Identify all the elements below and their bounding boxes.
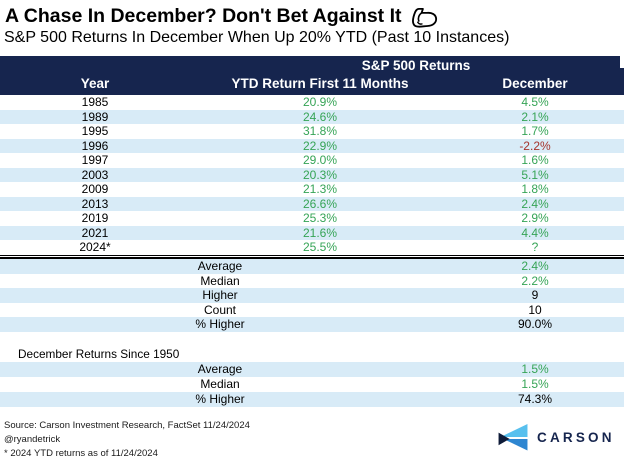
ytd-return-cell: 21.6% bbox=[302, 225, 338, 240]
summary-value: 10 bbox=[528, 302, 542, 317]
summary-divider bbox=[0, 255, 624, 259]
table-row: 2024* 25.5% ? bbox=[0, 240, 624, 255]
december-return-cell: 4.4% bbox=[521, 225, 549, 240]
table-row: 2013 26.6% 2.4% bbox=[0, 196, 624, 212]
since-1950-label: % Higher bbox=[195, 392, 245, 406]
summary-row: Average 2.4% bbox=[0, 259, 624, 274]
since-1950-label: Median bbox=[200, 377, 240, 391]
column-header-ytd: YTD Return First 11 Months bbox=[231, 76, 409, 91]
year-cell: 2019 bbox=[81, 211, 109, 226]
year-cell: 1989 bbox=[81, 109, 109, 124]
carson-logo-text: CARSON bbox=[537, 430, 615, 445]
footnote: * 2024 YTD returns as of 11/24/2024 bbox=[4, 448, 158, 459]
ytd-return-cell: 21.3% bbox=[302, 182, 338, 197]
table-row: 2019 25.3% 2.9% bbox=[0, 211, 624, 226]
year-cell: 1985 bbox=[81, 95, 109, 109]
ytd-return-cell: 26.6% bbox=[302, 196, 338, 211]
since-1950-label: Average bbox=[197, 362, 243, 376]
summary-value: 90.0% bbox=[517, 317, 553, 332]
year-cell: 2021 bbox=[81, 225, 109, 240]
december-return-cell: 4.5% bbox=[521, 95, 549, 109]
table-row: 1985 20.9% 4.5% bbox=[0, 95, 624, 110]
since-1950-value: 1.5% bbox=[521, 377, 549, 391]
year-cell: 2003 bbox=[81, 167, 109, 182]
ytd-return-cell: 29.0% bbox=[302, 153, 338, 168]
summary-row: % Higher 90.0% bbox=[0, 317, 624, 332]
ytd-return-cell: 20.3% bbox=[302, 167, 338, 182]
since-1950-row: % Higher 74.3% bbox=[0, 392, 624, 407]
year-cell: 1996 bbox=[81, 138, 109, 153]
ytd-return-cell: 20.9% bbox=[302, 95, 338, 109]
source-line: Source: Carson Investment Research, Fact… bbox=[4, 420, 250, 431]
header-cell-gap bbox=[620, 56, 624, 68]
page-title: A Chase In December? Don't Bet Against I… bbox=[5, 2, 440, 30]
december-return-cell: 2.1% bbox=[521, 109, 549, 124]
summary-value: 2.2% bbox=[521, 273, 549, 288]
december-return-cell: -2.2% bbox=[519, 138, 551, 153]
december-return-cell: 1.8% bbox=[521, 182, 549, 197]
december-return-cell: 2.9% bbox=[521, 211, 549, 226]
table-body: 1985 20.9% 4.5% 1989 24.6% 2.1% 1995 31.… bbox=[0, 95, 624, 255]
ytd-return-cell: 25.3% bbox=[302, 211, 338, 226]
year-cell: 1997 bbox=[81, 153, 109, 168]
column-header-december: December bbox=[502, 76, 568, 91]
carson-logo: CARSON bbox=[497, 424, 615, 451]
table-header: S&P 500 Returns Year YTD Return First 11… bbox=[0, 56, 624, 95]
summary-label: Count bbox=[203, 302, 237, 317]
table-row: 1995 31.8% 1.7% bbox=[0, 124, 624, 139]
summary-label: Average bbox=[197, 259, 243, 273]
since-1950-row: Median 1.5% bbox=[0, 377, 624, 392]
table-row: 1989 24.6% 2.1% bbox=[0, 109, 624, 125]
summary-row: Median 2.2% bbox=[0, 274, 624, 289]
year-cell: 2009 bbox=[81, 182, 109, 197]
december-return-cell: ? bbox=[531, 240, 539, 255]
table-row: 1996 22.9% -2.2% bbox=[0, 138, 624, 154]
since-1950-value: 1.5% bbox=[521, 362, 549, 376]
since-1950-row: Average 1.5% bbox=[0, 362, 624, 377]
summary-label: % Higher bbox=[195, 317, 245, 332]
carson-logo-icon bbox=[498, 424, 528, 451]
summary-section: Average 2.4% Median 2.2% Higher 9 Count … bbox=[0, 259, 624, 332]
december-return-cell: 2.4% bbox=[521, 196, 549, 211]
ytd-return-cell: 24.6% bbox=[302, 109, 338, 124]
group-header: S&P 500 Returns bbox=[361, 58, 471, 73]
ytd-return-cell: 25.5% bbox=[302, 240, 338, 255]
column-header-year: Year bbox=[80, 76, 110, 91]
page-title-text: A Chase In December? Don't Bet Against I… bbox=[5, 4, 402, 27]
year-cell: 1995 bbox=[81, 124, 109, 139]
summary-value: 9 bbox=[531, 288, 539, 303]
author-handle: @ryandetrick bbox=[4, 434, 61, 445]
table-row: 2021 21.6% 4.4% bbox=[0, 225, 624, 241]
table-row: 1997 29.0% 1.6% bbox=[0, 153, 624, 168]
summary-value: 2.4% bbox=[521, 259, 549, 273]
since-1950-heading: December Returns Since 1950 bbox=[18, 347, 180, 361]
ytd-return-cell: 22.9% bbox=[302, 138, 338, 153]
december-return-cell: 5.1% bbox=[521, 167, 549, 182]
since-1950-value: 74.3% bbox=[517, 392, 553, 406]
summary-label: Higher bbox=[202, 288, 238, 303]
december-return-cell: 1.7% bbox=[521, 124, 549, 139]
summary-label: Median bbox=[200, 273, 240, 288]
table-row: 2009 21.3% 1.8% bbox=[0, 182, 624, 197]
ytd-return-cell: 31.8% bbox=[302, 124, 338, 139]
summary-row: Higher 9 bbox=[0, 288, 624, 303]
summary-row: Count 10 bbox=[0, 303, 624, 318]
page-subtitle: S&P 500 Returns In December When Up 20% … bbox=[4, 29, 510, 46]
year-cell: 2013 bbox=[81, 196, 109, 211]
flexed-biceps-icon bbox=[411, 7, 437, 28]
year-cell: 2024* bbox=[79, 240, 111, 255]
table-row: 2003 20.3% 5.1% bbox=[0, 167, 624, 183]
since-1950-section: Average 1.5% Median 1.5% % Higher 74.3% bbox=[0, 362, 624, 407]
december-return-cell: 1.6% bbox=[521, 153, 549, 168]
